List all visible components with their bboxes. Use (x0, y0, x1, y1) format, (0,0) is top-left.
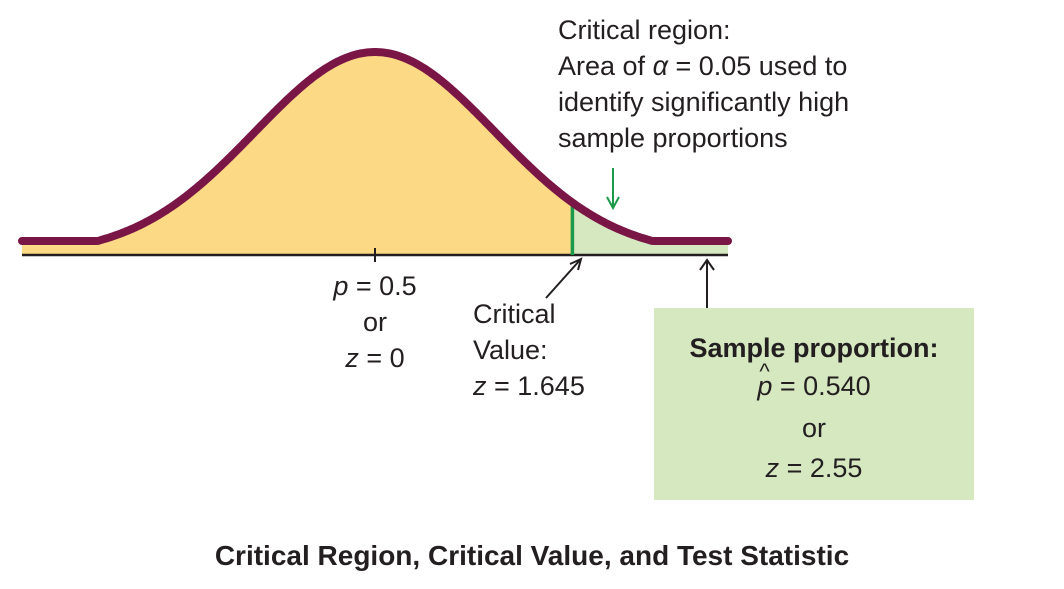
figure-caption: Critical Region, Critical Value, and Tes… (214, 540, 850, 571)
critical-value-line1: Critical (473, 299, 556, 329)
critical-region-note-line1: Critical region: (558, 15, 731, 45)
critical-value-label: Critical Value: z = 1.645 (473, 296, 585, 404)
sample-proportion-phat-line: p = 0.540 (654, 354, 974, 404)
critical-region-note: Critical region: Area of α = 0.05 used t… (558, 12, 849, 156)
critical-value-z-line: z = 1.645 (473, 371, 585, 401)
critical-value-arrow (545, 259, 581, 299)
critical-region-note-line2: Area of α = 0.05 used to (558, 51, 848, 81)
critical-value-arrowhead (569, 257, 583, 271)
null-value-label: p = 0.5 or z = 0 (300, 268, 450, 376)
sample-proportion-arrowhead (699, 258, 715, 271)
critical-region-note-line3: identify significantly high (558, 87, 850, 117)
normal-curve (18, 48, 732, 245)
null-or-line: or (362, 307, 387, 337)
critical-region-area (572, 202, 728, 255)
critical-region-note-line4: sample proportions (558, 123, 788, 153)
non-critical-area (22, 52, 573, 255)
null-z-line: z = 0 (345, 343, 405, 373)
sample-proportion-box: Sample proportion: p = 0.540 or z = 2.55 (654, 308, 974, 500)
sample-proportion-or-line: or (801, 413, 826, 443)
sample-proportion-title: Sample proportion: (689, 333, 939, 363)
alpha-symbol: α (652, 51, 668, 81)
sample-proportion-z-line: z = 2.55 (765, 453, 863, 483)
critical-value-line2: Value: (473, 335, 548, 365)
phat-symbol: p (757, 354, 772, 404)
null-p-line: p = 0.5 (333, 271, 417, 301)
critical-region-arrowhead (606, 196, 620, 211)
